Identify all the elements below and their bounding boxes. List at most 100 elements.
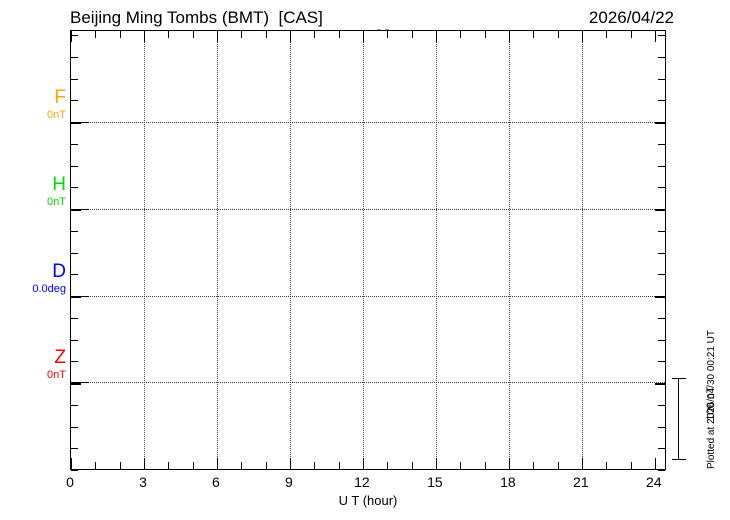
component-letter-h: H	[52, 174, 66, 195]
y-tick-left-minor	[71, 166, 78, 167]
x-tick-top-minor	[630, 31, 632, 38]
component-baseline-value-d: 0.0deg	[32, 283, 66, 295]
x-tick-bottom-minor	[411, 462, 413, 469]
x-tick-bottom-minor	[557, 462, 559, 469]
y-tick-left-minor	[71, 144, 78, 145]
x-tick-top-minor	[314, 31, 316, 38]
y-tick-right-minor	[658, 144, 665, 145]
x-tick-bottom-minor	[95, 462, 97, 469]
y-tick-right-minor	[658, 470, 665, 471]
x-tick-bottom-minor	[192, 462, 194, 469]
x-tick-top-minor	[533, 31, 535, 38]
y-tick-right-minor	[658, 274, 665, 275]
y-tick-left-minor	[71, 57, 78, 58]
x-tick-bottom-minor	[484, 462, 486, 469]
scale-bar-line	[678, 378, 679, 460]
y-tick-left-minor	[71, 100, 78, 101]
x-tick-label-24: 24	[646, 474, 662, 490]
baseline-trace-z	[71, 382, 89, 383]
gridlines	[71, 31, 665, 469]
y-tick-left-minor	[71, 427, 78, 428]
component-baseline-value-z: 0nT	[47, 369, 66, 381]
x-tick-label-9: 9	[285, 474, 293, 490]
x-tick-bottom-minor	[119, 462, 121, 469]
y-tick-right-minor	[658, 57, 665, 58]
y-tick-right-minor	[658, 318, 665, 319]
x-tick-bottom-major	[654, 458, 656, 469]
x-tick-bottom-major	[508, 458, 510, 469]
x-tick-bottom-minor	[241, 462, 243, 469]
y-tick-right-minor	[658, 340, 665, 341]
plot-area	[70, 30, 666, 471]
x-tick-bottom-major	[216, 458, 218, 469]
scale-bar	[672, 378, 686, 460]
x-axis-title: U T (hour)	[338, 493, 398, 508]
x-tick-bottom-major	[289, 458, 291, 469]
y-tick-right-major	[655, 122, 665, 124]
x-tick-bottom-minor	[338, 462, 340, 469]
vertical-gridline	[289, 31, 291, 469]
y-tick-left-minor	[71, 79, 78, 80]
x-tick-bottom-minor	[387, 462, 389, 469]
x-tick-label-0: 0	[66, 474, 74, 490]
baseline-gridline-z	[71, 382, 665, 383]
vertical-gridline	[508, 31, 510, 469]
x-tick-top-minor	[265, 31, 267, 38]
x-tick-top-minor	[95, 31, 97, 38]
y-tick-right-major	[655, 383, 665, 385]
x-tick-label-18: 18	[500, 474, 516, 490]
y-tick-left-major	[71, 209, 81, 211]
y-tick-right-minor	[658, 231, 665, 232]
x-tick-top-minor	[460, 31, 462, 38]
x-tick-label-3: 3	[139, 474, 147, 490]
x-tick-top-major	[581, 31, 583, 42]
y-tick-left-major	[71, 383, 81, 385]
x-tick-top-major	[435, 31, 437, 42]
component-label-h: H 0nT	[47, 175, 66, 209]
x-tick-top-minor	[411, 31, 413, 38]
scale-bar-top-cap	[672, 378, 686, 379]
x-tick-top-major	[654, 31, 656, 42]
scale-bar-bottom-cap	[672, 459, 686, 460]
x-tick-label-21: 21	[573, 474, 589, 490]
x-tick-bottom-major	[362, 458, 364, 469]
y-tick-right-minor	[658, 100, 665, 101]
x-tick-top-minor	[192, 31, 194, 38]
y-tick-left-minor	[71, 470, 78, 471]
baseline-gridline-h	[71, 209, 665, 210]
x-tick-bottom-minor	[630, 462, 632, 469]
page-title: Beijing Ming Tombs (BMT) [CAS]	[70, 8, 323, 27]
x-tick-top-minor	[606, 31, 608, 38]
x-tick-bottom-minor	[533, 462, 535, 469]
component-letter-f: F	[54, 87, 66, 108]
component-baseline-value-f: 0nT	[47, 109, 66, 121]
x-tick-top-minor	[168, 31, 170, 38]
x-tick-top-major	[71, 31, 72, 42]
x-tick-top-major	[289, 31, 291, 42]
x-tick-top-major	[216, 31, 218, 42]
component-letter-z: Z	[54, 347, 66, 368]
y-tick-right-minor	[658, 253, 665, 254]
vertical-gridline	[216, 31, 218, 469]
y-tick-left-major	[71, 296, 81, 298]
observation-date: 2026/04/22	[588, 8, 674, 27]
x-tick-label-12: 12	[354, 474, 370, 490]
y-tick-left-minor	[71, 340, 78, 341]
y-tick-right-minor	[658, 405, 665, 406]
x-tick-bottom-major	[581, 458, 583, 469]
y-tick-left-minor	[71, 187, 78, 188]
y-tick-right-minor	[658, 427, 665, 428]
x-tick-top-minor	[119, 31, 121, 38]
x-tick-bottom-major	[435, 458, 437, 469]
x-tick-label-6: 6	[212, 474, 220, 490]
x-tick-bottom-minor	[314, 462, 316, 469]
x-tick-top-major	[143, 31, 145, 42]
vertical-gridline	[435, 31, 437, 469]
y-tick-right-major	[655, 296, 665, 298]
x-tick-top-minor	[557, 31, 559, 38]
component-label-f: F 0nT	[47, 88, 66, 122]
y-tick-right-major	[655, 209, 665, 211]
component-label-z: Z 0nT	[47, 348, 66, 382]
y-tick-right-minor	[658, 166, 665, 167]
